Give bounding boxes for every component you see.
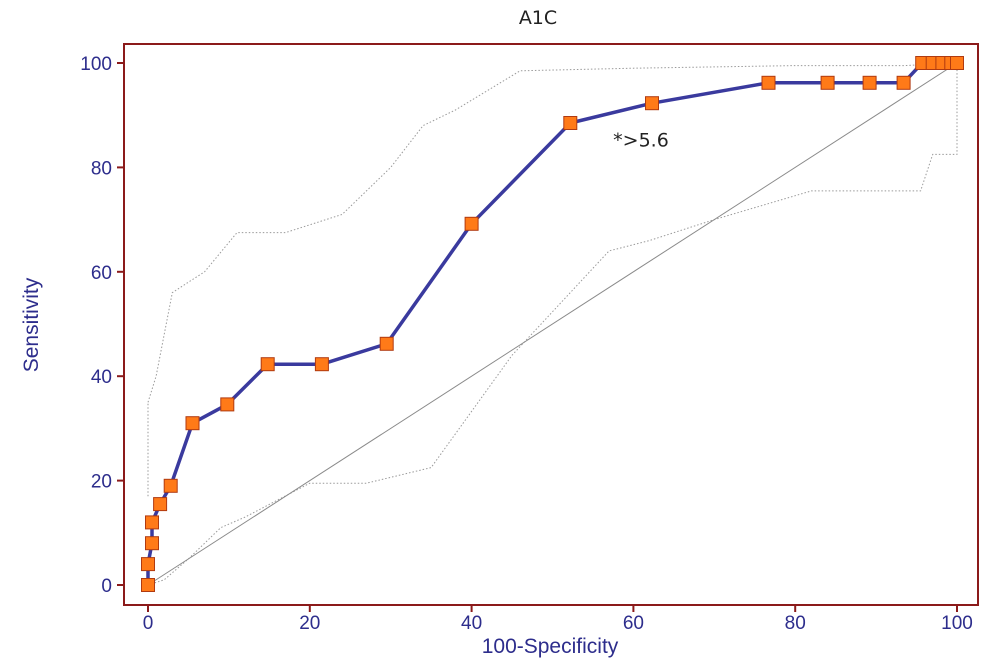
y-tick-label: 20 (91, 472, 112, 493)
roc-point (464, 216, 479, 231)
roc-point (141, 557, 155, 572)
roc-point (145, 515, 159, 530)
y-tick-label: 40 (91, 367, 112, 388)
roc-point (563, 116, 578, 130)
ci-upper-line (147, 62, 958, 403)
roc-point (153, 497, 168, 512)
roc-point (645, 96, 659, 111)
chart-title: A1C (519, 7, 557, 29)
roc-point (220, 397, 235, 412)
x-tick-label: 40 (461, 613, 482, 634)
diagonal-reference (147, 62, 958, 586)
y-tick-label: 100 (80, 54, 112, 75)
plot-frame (123, 43, 979, 606)
axis-ticks: 0 20 40 60 80 100 0 20 40 60 80 100 (80, 54, 973, 634)
roc-point (163, 478, 178, 493)
diagonal-line (147, 62, 958, 586)
roc-point (260, 357, 275, 372)
roc-point (820, 75, 835, 90)
cutoff-annotation: *>5.6 (613, 130, 669, 152)
x-tick-label: 60 (623, 613, 644, 634)
roc-point (862, 75, 877, 90)
y-tick-label: 0 (101, 576, 112, 597)
confidence-band (147, 62, 958, 586)
roc-point (141, 578, 155, 592)
y-tick-label: 80 (91, 158, 112, 179)
ci-lower-line (147, 63, 958, 586)
roc-point (379, 336, 394, 351)
roc-point (145, 536, 159, 551)
x-tick-label: 0 (143, 613, 154, 634)
roc-point (314, 357, 329, 372)
roc-point (761, 75, 776, 90)
y-tick-label: 60 (91, 263, 112, 284)
roc-points (141, 56, 964, 592)
x-tick-label: 100 (941, 613, 973, 634)
x-tick-label: 20 (299, 613, 320, 634)
x-axis-title: 100-Specificity (482, 635, 619, 658)
plot-border (123, 43, 979, 606)
y-axis-title: Sensitivity (20, 277, 43, 372)
roc-point (950, 56, 964, 70)
roc-point (896, 75, 911, 90)
roc-point (185, 416, 200, 431)
x-tick-label: 80 (785, 613, 806, 634)
